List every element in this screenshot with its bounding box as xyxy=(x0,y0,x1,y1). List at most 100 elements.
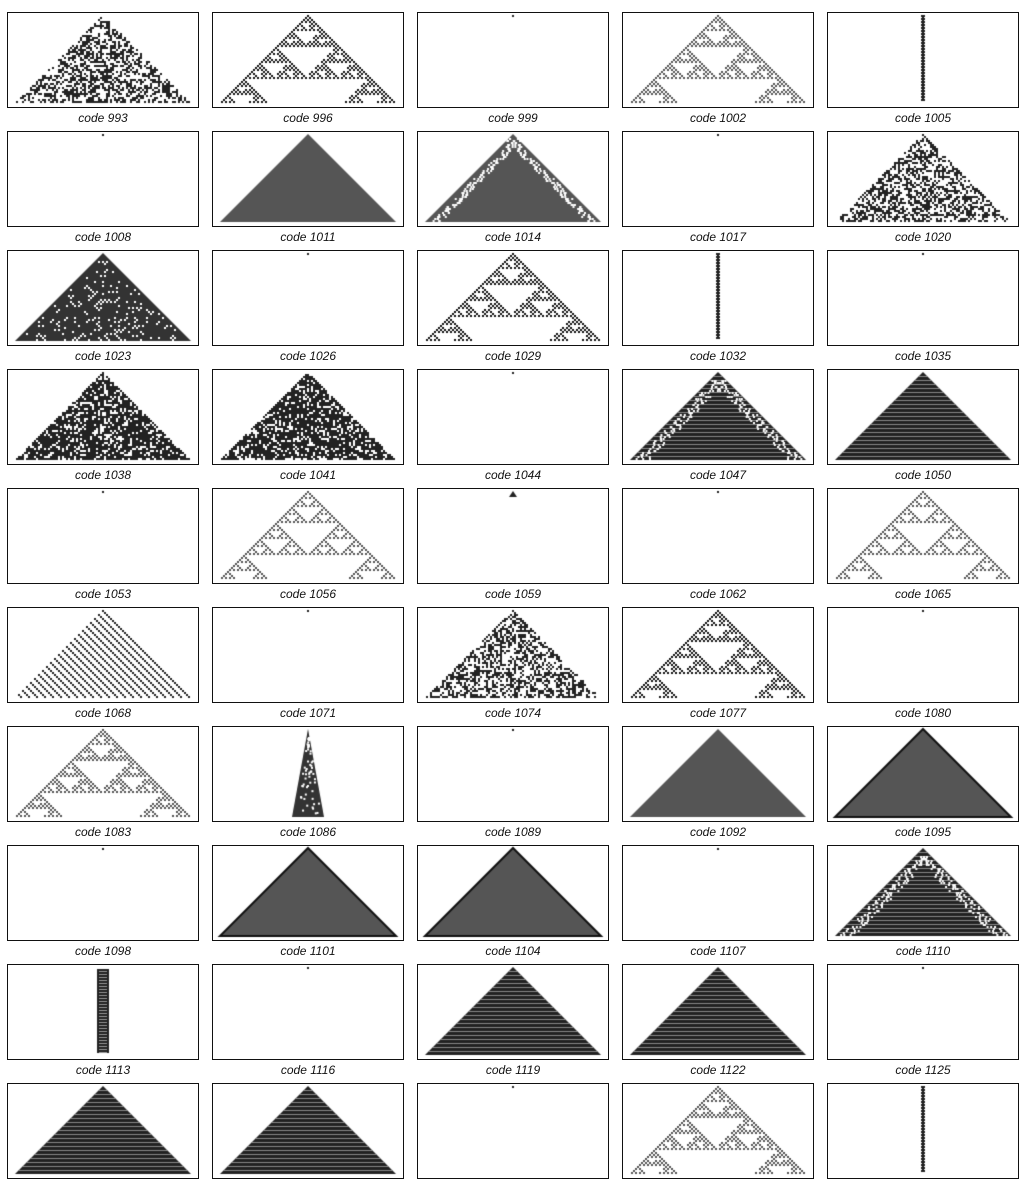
panel: code 1017 xyxy=(622,131,814,244)
automaton-canvas xyxy=(623,846,813,940)
panel-caption: code 1032 xyxy=(689,349,747,363)
automaton-canvas xyxy=(213,370,403,464)
panel: code 1044 xyxy=(417,369,609,482)
automaton-canvas xyxy=(623,251,813,345)
pattern-image xyxy=(827,607,1019,703)
panel xyxy=(417,1083,609,1179)
panel: code 1020 xyxy=(827,131,1019,244)
pattern-image xyxy=(827,1083,1019,1179)
pattern-image xyxy=(7,12,199,108)
pattern-image xyxy=(212,488,404,584)
pattern-image xyxy=(827,12,1019,108)
panel: code 1050 xyxy=(827,369,1019,482)
panel-caption: code 1104 xyxy=(485,944,541,958)
automaton-canvas xyxy=(828,846,1018,940)
panel-caption xyxy=(622,1182,814,1196)
panel-caption: code 1029 xyxy=(484,349,542,363)
automaton-canvas xyxy=(828,727,1018,821)
panel-caption: code 1101 xyxy=(280,944,336,958)
panel: code 999 xyxy=(417,12,609,125)
pattern-image xyxy=(212,250,404,346)
panel-caption: code 1047 xyxy=(689,468,747,482)
pattern-image xyxy=(622,488,814,584)
panel-caption: code 1089 xyxy=(484,825,542,839)
panel-caption: code 999 xyxy=(488,111,538,125)
pattern-image xyxy=(7,250,199,346)
pattern-image xyxy=(827,488,1019,584)
automaton-canvas xyxy=(418,846,608,940)
panel-caption: code 1086 xyxy=(279,825,337,839)
pattern-image xyxy=(212,369,404,465)
automaton-canvas xyxy=(8,965,198,1059)
automaton-canvas xyxy=(418,132,608,226)
pattern-image xyxy=(622,12,814,108)
pattern-image xyxy=(212,131,404,227)
pattern-image xyxy=(7,964,199,1060)
panel: code 1074 xyxy=(417,607,609,720)
panel: code 1095 xyxy=(827,726,1019,839)
automaton-canvas xyxy=(8,1084,198,1178)
panel: code 1092 xyxy=(622,726,814,839)
panel: code 1038 xyxy=(7,369,199,482)
panel: code 1113 xyxy=(7,964,199,1077)
pattern-image xyxy=(417,488,609,584)
panel xyxy=(7,1083,199,1179)
panel-caption: code 1005 xyxy=(894,111,952,125)
panel: code 1041 xyxy=(212,369,404,482)
panel: code 1005 xyxy=(827,12,1019,125)
automaton-canvas xyxy=(418,1084,608,1178)
automaton-canvas xyxy=(623,132,813,226)
pattern-image xyxy=(417,726,609,822)
panel-caption: code 1071 xyxy=(279,706,337,720)
automaton-canvas xyxy=(623,1084,813,1178)
panel-caption: code 1110 xyxy=(895,944,951,958)
automaton-canvas xyxy=(8,846,198,940)
panel-caption: code 1014 xyxy=(484,230,542,244)
panel-caption: code 1062 xyxy=(689,587,747,601)
pattern-image xyxy=(417,845,609,941)
panel: code 1098 xyxy=(7,845,199,958)
pattern-image xyxy=(417,12,609,108)
pattern-image xyxy=(827,131,1019,227)
panel-caption: code 1020 xyxy=(894,230,952,244)
automaton-canvas xyxy=(213,1084,403,1178)
pattern-image xyxy=(622,964,814,1060)
pattern-image xyxy=(827,369,1019,465)
automaton-canvas xyxy=(828,132,1018,226)
panel-caption: code 1113 xyxy=(75,1063,131,1077)
panel-caption: code 1044 xyxy=(484,468,542,482)
panel-caption: code 1026 xyxy=(279,349,337,363)
panel-caption xyxy=(417,1182,609,1196)
panel: code 1122 xyxy=(622,964,814,1077)
panel-caption: code 1059 xyxy=(484,587,542,601)
pattern-image xyxy=(212,845,404,941)
pattern-image xyxy=(212,964,404,1060)
panel: code 1086 xyxy=(212,726,404,839)
panel: code 1032 xyxy=(622,250,814,363)
automaton-canvas xyxy=(213,251,403,345)
panel: code 1110 xyxy=(827,845,1019,958)
automaton-canvas xyxy=(418,727,608,821)
pattern-image xyxy=(827,250,1019,346)
pattern-image xyxy=(7,726,199,822)
pattern-image xyxy=(7,131,199,227)
pattern-image xyxy=(7,845,199,941)
panel-caption: code 1119 xyxy=(485,1063,541,1077)
panel: code 1035 xyxy=(827,250,1019,363)
automaton-canvas xyxy=(828,489,1018,583)
panel: code 1065 xyxy=(827,488,1019,601)
automaton-canvas xyxy=(828,1084,1018,1178)
panel-caption: code 1065 xyxy=(894,587,952,601)
pattern-image xyxy=(827,726,1019,822)
automaton-canvas xyxy=(828,608,1018,702)
panel xyxy=(212,1083,404,1179)
pattern-image xyxy=(417,250,609,346)
panel: code 1125 xyxy=(827,964,1019,1077)
automaton-canvas xyxy=(418,965,608,1059)
automaton-canvas xyxy=(623,727,813,821)
pattern-image xyxy=(7,607,199,703)
panel: code 996 xyxy=(212,12,404,125)
pattern-image xyxy=(622,1083,814,1179)
automaton-canvas xyxy=(623,370,813,464)
panel-caption: code 1077 xyxy=(689,706,747,720)
